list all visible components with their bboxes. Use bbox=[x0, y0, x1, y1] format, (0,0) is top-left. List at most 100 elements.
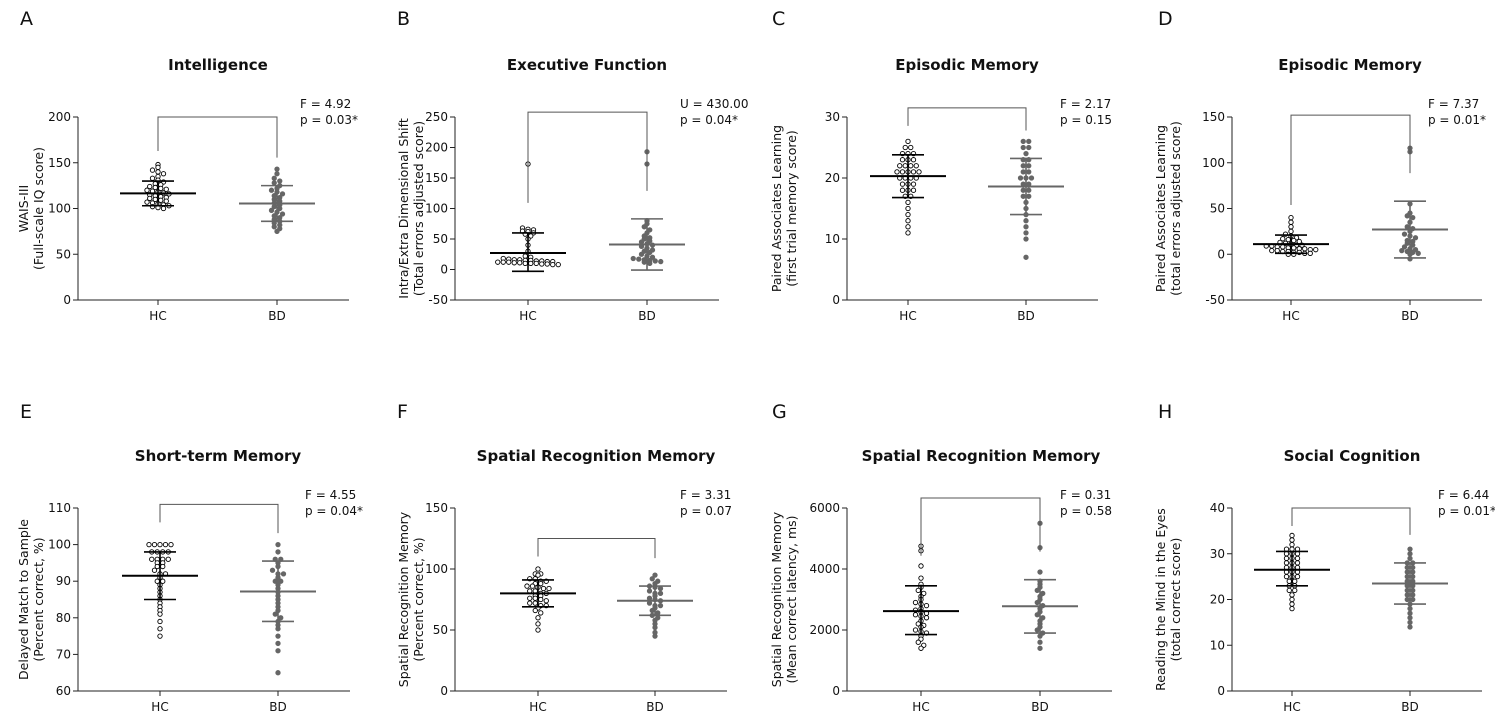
data-point bbox=[905, 230, 911, 236]
stat-text: p = 0.07 bbox=[680, 504, 732, 518]
y-tick-label: 0 bbox=[63, 293, 71, 307]
data-point bbox=[1020, 144, 1026, 151]
data-point bbox=[500, 259, 506, 265]
data-point bbox=[146, 541, 152, 548]
data-point bbox=[641, 259, 647, 265]
x-tick-label: BD bbox=[268, 309, 285, 323]
data-point bbox=[157, 626, 163, 632]
data-point bbox=[1407, 615, 1413, 621]
y-axis-label-line: Paired Associates Learning bbox=[769, 125, 784, 292]
data-point bbox=[1289, 592, 1295, 598]
x-tick-label: BD bbox=[1031, 700, 1048, 714]
significance-bracket bbox=[537, 538, 656, 559]
stat-text: F = 4.55 bbox=[305, 488, 356, 502]
data-point bbox=[275, 541, 281, 548]
data-point bbox=[157, 611, 163, 617]
panel-letter: B bbox=[397, 8, 410, 30]
y-tick-label: 90 bbox=[56, 574, 71, 588]
data-point bbox=[532, 607, 538, 614]
data-point bbox=[902, 144, 908, 151]
stat-text: F = 6.44 bbox=[1438, 488, 1489, 502]
data-point bbox=[524, 583, 530, 589]
data-point bbox=[652, 258, 658, 264]
data-point bbox=[535, 572, 541, 578]
stat-text: p = 0.58 bbox=[1060, 504, 1112, 518]
data-point bbox=[538, 610, 544, 616]
data-point bbox=[910, 157, 917, 163]
data-point bbox=[910, 181, 917, 187]
y-tick-label: 100 bbox=[48, 202, 71, 216]
data-point bbox=[1020, 169, 1026, 175]
panel-title: Executive Function bbox=[507, 56, 667, 74]
data-point bbox=[657, 602, 664, 609]
y-tick-label: 150 bbox=[48, 156, 71, 170]
data-point bbox=[160, 205, 167, 212]
data-point bbox=[658, 258, 664, 265]
y-tick-label: 30 bbox=[825, 110, 840, 124]
data-point bbox=[638, 251, 645, 257]
data-point bbox=[1026, 144, 1032, 151]
data-point bbox=[652, 624, 658, 631]
data-point bbox=[522, 253, 528, 259]
data-point bbox=[1410, 573, 1416, 580]
y-axis-label-line: (total correct score) bbox=[1168, 538, 1183, 662]
data-point bbox=[1404, 569, 1410, 575]
data-point bbox=[915, 639, 921, 645]
y-tick-label: -50 bbox=[428, 293, 448, 307]
data-point bbox=[151, 567, 158, 573]
data-point bbox=[157, 541, 163, 548]
data-point bbox=[275, 648, 281, 654]
x-tick-label: HC bbox=[1283, 700, 1300, 714]
data-point bbox=[1407, 610, 1413, 616]
data-point bbox=[149, 167, 156, 173]
stat-text: p = 0.01* bbox=[1438, 504, 1495, 518]
data-point bbox=[506, 259, 512, 265]
significance-bracket bbox=[157, 116, 278, 158]
data-point bbox=[1269, 247, 1275, 254]
data-point bbox=[532, 595, 538, 601]
data-point bbox=[1023, 218, 1029, 224]
y-tick-label: 0 bbox=[1217, 684, 1225, 698]
data-point bbox=[163, 186, 169, 192]
data-point bbox=[168, 541, 174, 548]
data-point bbox=[897, 163, 903, 169]
data-point bbox=[1313, 247, 1319, 253]
panel-title: Episodic Memory bbox=[1278, 56, 1422, 74]
significance-bracket bbox=[159, 503, 279, 534]
data-point bbox=[1034, 612, 1040, 618]
x-tick-label: HC bbox=[149, 309, 166, 323]
y-axis-label: Spatial Recognition Memory(Mean correct … bbox=[769, 511, 799, 687]
y-tick-label: 20 bbox=[825, 171, 840, 185]
data-point bbox=[1026, 138, 1032, 145]
data-point bbox=[652, 633, 658, 639]
data-point bbox=[1274, 247, 1280, 254]
data-point bbox=[1037, 639, 1043, 645]
data-point bbox=[163, 198, 169, 204]
panel-e: E Short-term Memory Delayed Match to Sampl… bbox=[16, 401, 363, 714]
data-point bbox=[268, 187, 275, 193]
data-point bbox=[1401, 231, 1408, 237]
y-axis-label: Delayed Match to Sample(Percent correct,… bbox=[16, 519, 46, 680]
data-point bbox=[274, 171, 280, 177]
y-axis-label-line: (Full-scale IQ score) bbox=[31, 147, 46, 270]
x-tick-label: BD bbox=[1401, 309, 1418, 323]
panel-title: Spatial Recognition Memory bbox=[862, 447, 1101, 465]
data-point bbox=[1288, 219, 1294, 225]
data-point bbox=[918, 563, 924, 569]
data-point bbox=[1023, 224, 1029, 230]
data-point bbox=[902, 163, 908, 169]
data-point bbox=[1020, 193, 1026, 199]
y-axis-label: Paired Associates Learning(first trial m… bbox=[769, 125, 799, 292]
data-point bbox=[1294, 555, 1301, 561]
y-tick-label: 150 bbox=[425, 501, 448, 515]
data-point bbox=[899, 157, 906, 163]
data-point bbox=[147, 183, 153, 190]
data-point bbox=[1404, 213, 1410, 219]
data-point bbox=[151, 541, 158, 548]
data-point bbox=[274, 166, 280, 172]
data-point bbox=[899, 187, 906, 193]
x-tick-label: BD bbox=[269, 700, 286, 714]
y-tick-label: 0 bbox=[1217, 247, 1225, 261]
data-point bbox=[495, 259, 501, 265]
data-point bbox=[912, 599, 919, 606]
